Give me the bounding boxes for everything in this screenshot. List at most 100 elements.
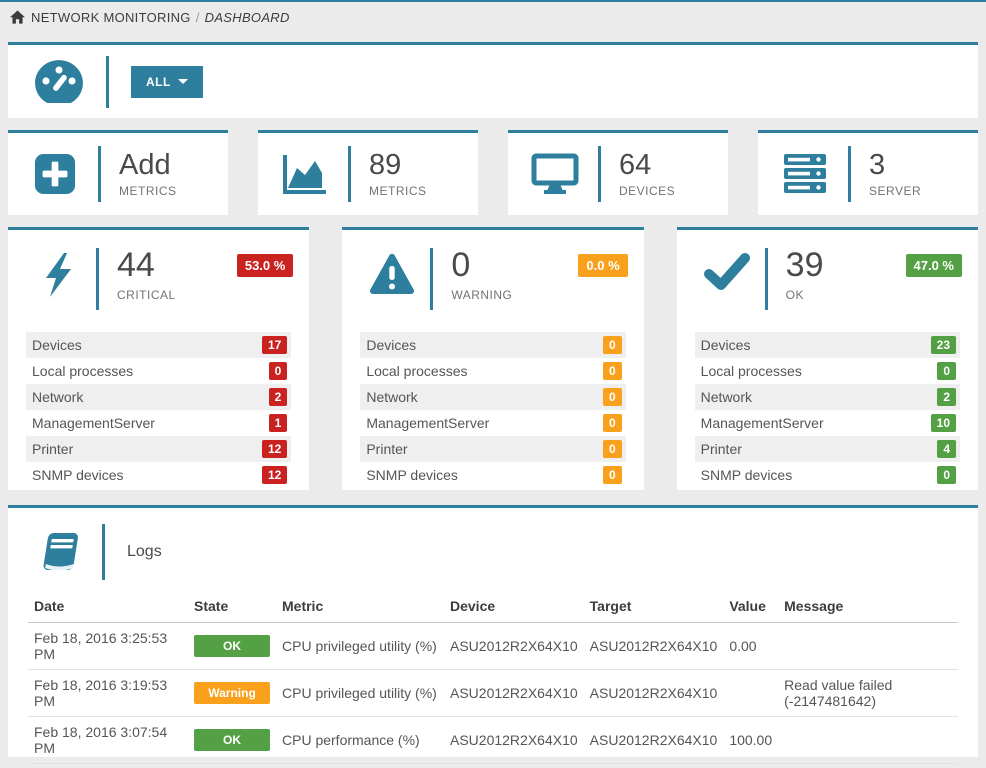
column-header-target: Target (583, 590, 724, 623)
devices-count-card[interactable]: 64 DEVICES (508, 130, 728, 215)
log-message: Read value failed (-2147481642) (778, 763, 958, 768)
list-item-snmp-devices[interactable]: SNMP devices 0 (360, 462, 625, 488)
list-item-printer[interactable]: Printer 0 (360, 436, 626, 462)
count-badge: 0 (602, 388, 622, 406)
divider (848, 146, 851, 202)
list-item-network[interactable]: Network 2 (26, 384, 292, 410)
log-message: Read value failed (-2147481642) (778, 669, 958, 717)
column-header-device: Device (444, 590, 584, 623)
warning-percent-badge: 0.0 % (578, 254, 628, 277)
divider (348, 146, 351, 202)
area-chart-icon (280, 153, 330, 195)
ok-breakdown-list: Devices 23 Local processes 0 Network 2 Mana… (694, 332, 960, 488)
list-item-printer[interactable]: Printer 12 (26, 436, 292, 462)
list-item-devices[interactable]: Devices 0 (360, 332, 626, 358)
list-item-managementserver[interactable]: ManagementServer 0 (360, 410, 625, 436)
home-icon[interactable] (10, 10, 25, 24)
list-item-printer[interactable]: Printer 4 (694, 436, 960, 462)
warning-triangle-icon (368, 252, 416, 296)
list-item-managementserver[interactable]: ManagementServer 1 (26, 410, 291, 436)
log-target: ASU2012R2X64X10 (583, 763, 724, 768)
ok-percent-badge: 47.0 % (905, 254, 962, 277)
breadcrumb-separator: / (195, 9, 200, 25)
list-item-network[interactable]: Network 0 (360, 384, 626, 410)
count-badge: 0 (602, 362, 622, 380)
count-badge: 4 (937, 440, 956, 458)
server-count-card[interactable]: 3 SERVER (758, 130, 978, 215)
count-badge: 0 (602, 466, 622, 484)
divider (430, 248, 434, 310)
log-row: Feb 18, 2016 3:25:53 PM OK CPU privilege… (28, 622, 958, 670)
logs-table-header-row: Date State Metric Device Target Value Me… (28, 590, 958, 623)
log-metric: CPU privileged utility (%) (276, 669, 444, 717)
all-filter-label: ALL (146, 74, 171, 89)
list-item-local-processes[interactable]: Local processes 0 (360, 358, 625, 384)
book-icon (36, 531, 80, 573)
list-item-devices[interactable]: Devices 17 (26, 332, 292, 358)
divider (598, 146, 601, 202)
list-item-local-processes[interactable]: Local processes 0 (26, 358, 291, 384)
log-device: ASU2012R2X64X10 (444, 716, 584, 764)
lightning-bolt-icon (34, 252, 82, 298)
ok-count: 39 (785, 246, 824, 284)
list-item-local-processes[interactable]: Local processes 0 (695, 358, 960, 384)
list-item-label: ManagementServer (700, 415, 824, 431)
critical-breakdown-list: Devices 17 Local processes 0 Network 2 Mana… (26, 332, 292, 488)
list-item-label: Devices (366, 337, 417, 353)
count-badge: 0 (937, 466, 956, 484)
log-target: ASU2012R2X64X10 (583, 716, 724, 764)
critical-status-panel: 44 CRITICAL 53.0 % Devices 17 Local proce… (8, 227, 310, 490)
checkmark-icon (703, 252, 751, 292)
count-badge: 1 (268, 414, 288, 432)
list-item-devices[interactable]: Devices 23 (694, 332, 960, 358)
list-item-network[interactable]: Network 2 (694, 384, 960, 410)
card-label: METRICS (369, 183, 427, 198)
column-header-date: Date (28, 590, 188, 623)
breadcrumb-section-label[interactable]: NETWORK MONITORING (31, 9, 191, 25)
logs-title: Logs (127, 543, 162, 560)
count-badge: 0 (937, 362, 956, 380)
warning-label: WARNING (451, 288, 513, 302)
count-badge: 0 (602, 414, 622, 432)
logs-table: Date State Metric Device Target Value Me… (28, 590, 958, 768)
log-value: 0.00 (723, 622, 779, 670)
column-header-metric: Metric (276, 590, 444, 623)
log-metric: CPU privileged utility (%) (276, 622, 444, 670)
list-item-managementserver[interactable]: ManagementServer 10 (695, 410, 960, 436)
warning-header: 0 WARNING 0.0 % (342, 230, 643, 310)
list-item-label: ManagementServer (366, 415, 490, 431)
list-item-snmp-devices[interactable]: SNMP devices 12 (26, 462, 291, 488)
log-message (778, 622, 958, 670)
critical-count: 44 (117, 246, 155, 284)
log-row: Feb 18, 2016 3:19:53 PM Warning CPU priv… (28, 669, 958, 717)
add-metrics-card[interactable]: Add METRICS (8, 130, 228, 215)
ok-header: 39 OK 47.0 % (677, 230, 978, 310)
list-item-label: Local processes (700, 363, 802, 379)
log-value (723, 669, 779, 717)
metrics-count-card[interactable]: 89 METRICS (258, 130, 478, 215)
card-value: 3 (869, 149, 886, 182)
log-date: Feb 18, 2016 3:01:53 PM (28, 763, 188, 768)
divider (98, 146, 101, 202)
breadcrumb-section-link[interactable]: NETWORK MONITORING (10, 10, 191, 25)
list-item-label: Printer (32, 441, 74, 457)
card-label: DEVICES (619, 183, 676, 198)
count-badge: 0 (602, 440, 622, 458)
all-filter-dropdown[interactable]: ALL (131, 65, 203, 98)
count-badge: 12 (261, 440, 288, 458)
list-item-label: Network (32, 389, 84, 405)
log-row: Feb 18, 2016 3:07:54 PM OK CPU performan… (28, 716, 958, 764)
log-target: ASU2012R2X64X10 (583, 669, 724, 717)
critical-label: CRITICAL (117, 288, 176, 302)
warning-breakdown-list: Devices 0 Local processes 0 Network 0 Manag… (360, 332, 626, 488)
list-item-snmp-devices[interactable]: SNMP devices 0 (695, 462, 960, 488)
status-badge: OK (194, 635, 270, 657)
log-metric: CPU performance (%) (276, 716, 444, 764)
log-date: Feb 18, 2016 3:07:54 PM (28, 716, 188, 764)
logs-header: Logs (8, 508, 978, 586)
list-item-label: Printer (700, 441, 742, 457)
count-badge: 2 (937, 388, 956, 406)
log-device: ASU2012R2X64X10 (444, 622, 584, 670)
list-item-label: ManagementServer (32, 415, 155, 431)
list-item-label: Network (366, 389, 418, 405)
